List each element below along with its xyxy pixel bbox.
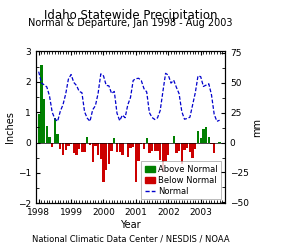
Bar	[159, 143, 161, 159]
Bar	[113, 138, 116, 143]
Bar	[167, 143, 170, 155]
X-axis label: Year: Year	[120, 220, 141, 230]
Y-axis label: Inches: Inches	[5, 111, 15, 143]
Bar	[110, 143, 113, 151]
Bar	[86, 136, 88, 143]
Bar	[54, 118, 56, 143]
Bar	[210, 143, 213, 144]
Bar	[191, 143, 194, 158]
Bar	[172, 136, 175, 143]
Bar	[218, 142, 221, 143]
Bar	[156, 143, 159, 151]
Bar	[67, 143, 70, 146]
Bar	[146, 138, 148, 143]
Bar	[94, 143, 97, 146]
Bar	[108, 143, 110, 164]
Bar	[73, 143, 75, 153]
Legend: Above Normal, Below Normal, Normal: Above Normal, Below Normal, Normal	[141, 161, 221, 199]
Bar	[97, 143, 99, 155]
Bar	[205, 127, 207, 143]
Bar	[62, 143, 64, 155]
Bar	[178, 143, 180, 151]
Bar	[148, 143, 151, 154]
Bar	[208, 137, 210, 143]
Bar	[213, 143, 215, 153]
Bar	[154, 143, 156, 151]
Bar	[197, 131, 199, 143]
Bar	[118, 143, 121, 152]
Bar	[51, 143, 53, 147]
Bar	[186, 143, 188, 148]
Bar	[127, 143, 129, 157]
Text: National Climatic Data Center / NESDIS / NOAA: National Climatic Data Center / NESDIS /…	[32, 235, 229, 244]
Bar	[143, 143, 145, 148]
Bar	[175, 143, 178, 153]
Bar	[132, 143, 134, 147]
Bar	[116, 143, 118, 152]
Bar	[56, 134, 59, 143]
Bar	[75, 143, 78, 155]
Bar	[124, 143, 126, 144]
Bar	[48, 137, 51, 143]
Text: Idaho Statewide Precipitation: Idaho Statewide Precipitation	[44, 9, 217, 22]
Bar	[38, 114, 40, 143]
Bar	[194, 143, 196, 149]
Bar	[43, 98, 45, 143]
Bar	[81, 143, 83, 152]
Bar	[183, 143, 186, 150]
Bar	[89, 143, 91, 145]
Bar	[137, 143, 140, 161]
Bar	[164, 143, 167, 161]
Bar	[70, 143, 72, 144]
Bar	[151, 143, 153, 151]
Bar	[102, 143, 105, 182]
Bar	[202, 129, 205, 143]
Bar	[189, 143, 191, 152]
Bar	[121, 143, 124, 155]
Bar	[162, 143, 164, 172]
Bar	[92, 143, 94, 162]
Bar	[83, 143, 86, 152]
Bar	[105, 143, 107, 170]
Bar	[59, 143, 61, 149]
Y-axis label: mm: mm	[252, 118, 262, 137]
Bar	[78, 143, 80, 149]
Bar	[40, 65, 43, 143]
Bar	[129, 143, 132, 148]
Bar	[46, 126, 48, 143]
Bar	[140, 143, 142, 144]
Bar	[200, 138, 202, 143]
Bar	[64, 143, 67, 150]
Bar	[100, 143, 102, 159]
Bar	[181, 143, 183, 164]
Bar	[135, 143, 137, 182]
Text: Normal & Departure, Jan 1998 - Aug 2003: Normal & Departure, Jan 1998 - Aug 2003	[28, 18, 233, 28]
